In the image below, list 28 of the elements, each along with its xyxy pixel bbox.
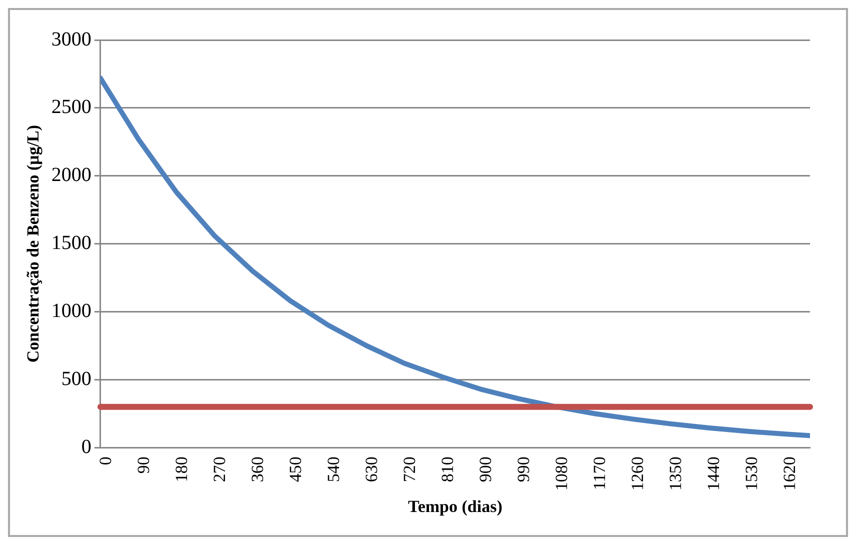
y-tick-label: 2000 — [51, 164, 92, 186]
x-tick-label: 360 — [248, 456, 267, 482]
x-tick-label: 1170 — [590, 456, 610, 490]
x-tick-label: 180 — [172, 456, 191, 482]
y-tick-label: 500 — [61, 368, 92, 390]
x-tick-label: 990 — [514, 456, 533, 482]
x-tick-label: 1530 — [742, 456, 762, 491]
x-tick-label: 630 — [362, 456, 381, 482]
x-tick-label: 1260 — [628, 456, 648, 491]
x-tick-label: 810 — [438, 456, 457, 482]
y-axis-title: Concentração de Benzeno (μg/L) — [24, 124, 43, 363]
y-tick-label: 0 — [81, 436, 92, 458]
x-tick-label: 1350 — [666, 456, 686, 491]
x-tick-label: 1080 — [552, 456, 571, 491]
x-tick-label: 270 — [210, 456, 229, 482]
x-tick-label: 1440 — [704, 456, 724, 491]
x-axis-title: Tempo (dias) — [408, 497, 502, 516]
x-tick-label: 450 — [286, 456, 305, 482]
y-tick-label: 1000 — [51, 300, 92, 322]
x-tick-label: 0 — [96, 456, 115, 466]
x-tick-label: 90 — [134, 456, 153, 474]
x-tick-label: 900 — [476, 456, 495, 482]
y-tick-label: 2500 — [51, 96, 92, 118]
x-tick-label: 540 — [324, 456, 343, 482]
x-tick-label: 720 — [400, 456, 419, 482]
x-tick-label: 1620 — [780, 456, 800, 491]
y-tick-label: 3000 — [51, 28, 92, 50]
y-tick-label: 1500 — [51, 232, 92, 254]
